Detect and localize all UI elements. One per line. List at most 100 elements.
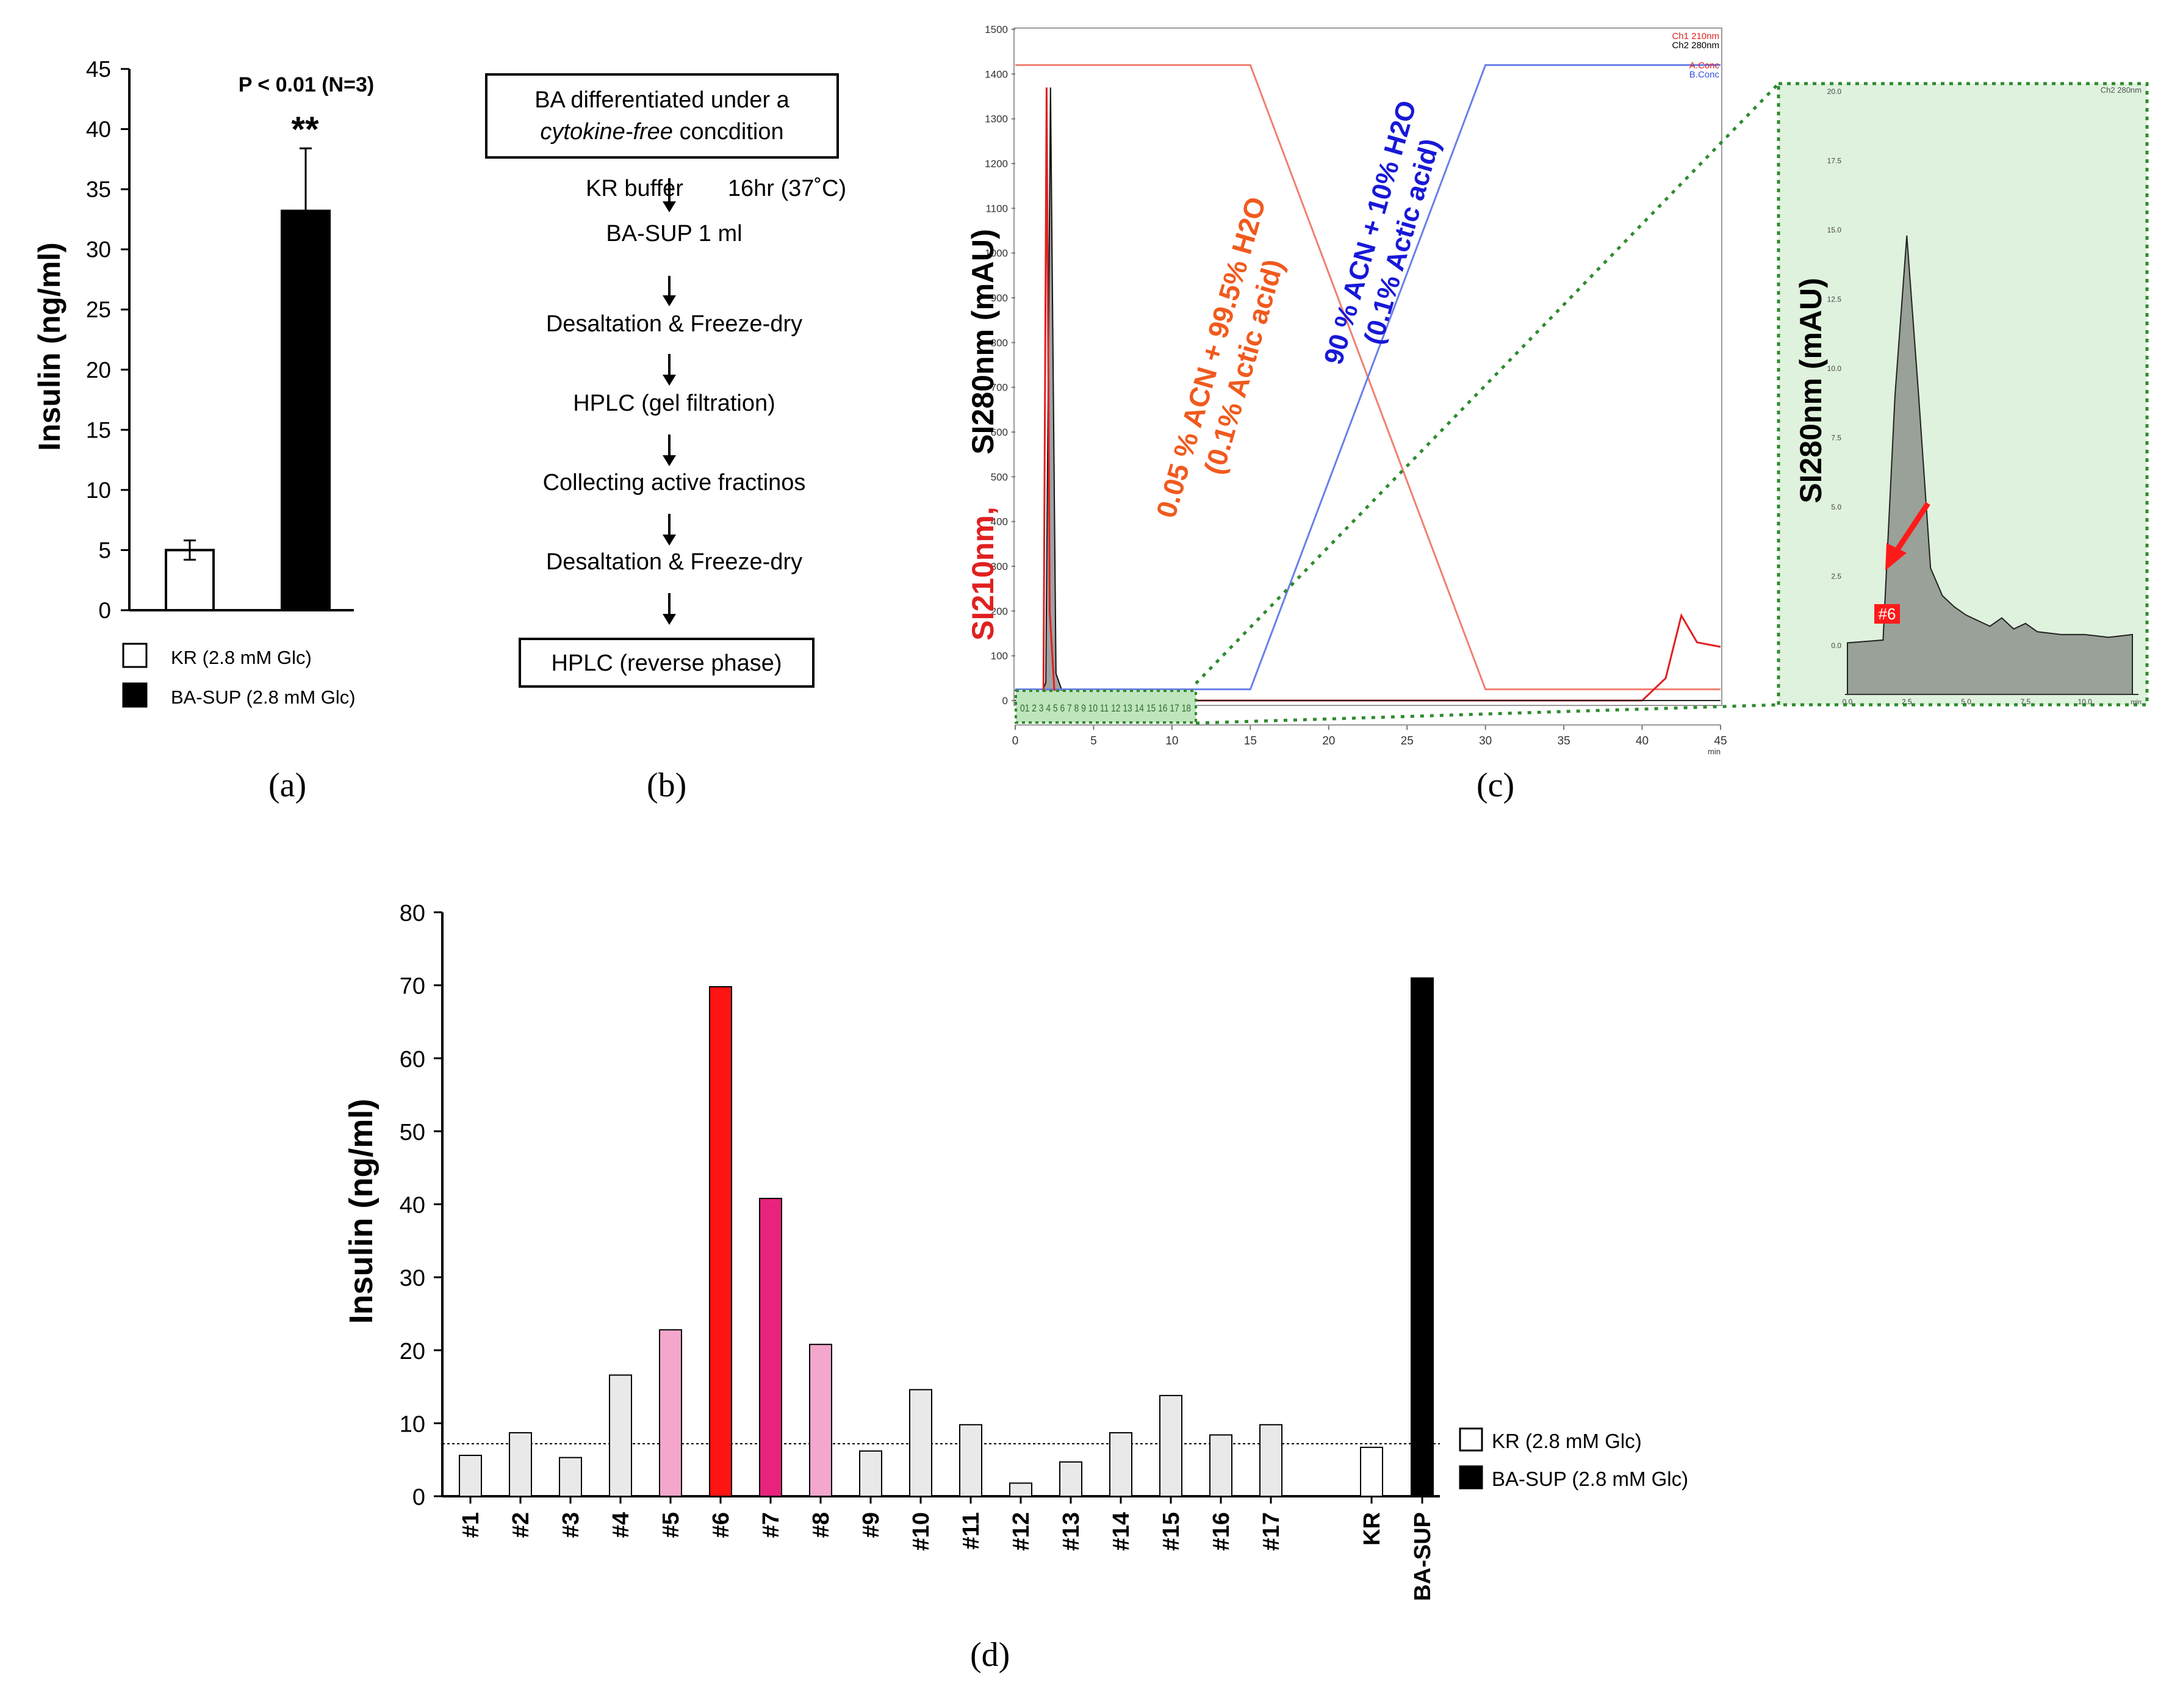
flow-step-3: Desaltation & Freeze-dry [545, 311, 803, 337]
chart-c-frame [1013, 27, 1722, 706]
zoom-background [1777, 82, 2149, 707]
chart-d-ytick-label: 80 [400, 901, 425, 926]
chart-d-xtick-label: #9 [858, 1512, 884, 1538]
panel-d: 0 10 20 30 40 50 60 70 80 #1 #2 #3 #4 #5 #6 #7 #8 #9 #10 #1… [0, 842, 2158, 1705]
flow-step-2: BA-SUP 1 ml [606, 221, 743, 247]
chart-c-xtick-label: 5 [1090, 735, 1097, 748]
chart-d-bar [959, 1424, 982, 1497]
chart-d-bar [659, 1329, 682, 1497]
chart-a-ytick-label: 15 [86, 417, 111, 442]
flow-arrow-1 [663, 178, 676, 212]
chart-c-ytick-label: 0 [1002, 695, 1008, 707]
zoom-ytick-label: 15.0 [1827, 226, 1842, 234]
zoom-ytick-label: 0.0 [1831, 641, 1841, 650]
panel-label-a: (a) [268, 766, 307, 804]
chart-d-bar [609, 1374, 632, 1497]
zoom-ytick-label: 12.5 [1827, 295, 1842, 304]
chart-a-ytick-label: 35 [86, 177, 111, 202]
chart-d-bar [1009, 1482, 1032, 1497]
chart-d-bar [1059, 1461, 1082, 1497]
chart-a-ytick-label: 25 [86, 297, 111, 322]
chart-d-xtick-label: #12 [1009, 1512, 1034, 1551]
panel-label-b: (b) [647, 766, 687, 804]
chart-d-ytick-label: 20 [400, 1339, 425, 1364]
chart-c-xtick-label: 40 [1636, 735, 1649, 748]
flow-arrow-3 [663, 354, 676, 386]
chart-d-bar [509, 1432, 532, 1497]
chart-a-bar [281, 209, 331, 611]
chart-c-ytick-label: 100 [991, 650, 1008, 662]
zoom-ytick-label: 17.5 [1827, 157, 1842, 165]
flow-title-box: BA differentiated under a cytokine-free … [485, 73, 839, 159]
flow-step-4: HPLC (gel filtration) [573, 391, 775, 416]
chart-c-ytick-label: 700 [991, 382, 1008, 394]
chart-d-bar [1360, 1446, 1383, 1497]
chart-d-xtick-label: #4 [608, 1512, 634, 1538]
zoom-connector-bottom [1195, 703, 1779, 725]
legend-d-kr-swatch [1459, 1427, 1483, 1452]
zoom-xtick-label: 2.5 [1902, 697, 1912, 706]
flow-arrow-2 [663, 276, 676, 306]
chart-c-ytick-label: 500 [991, 471, 1008, 483]
flow-title-rest: concdition [672, 119, 784, 145]
zoom-x-unit: min [2131, 699, 2142, 706]
chart-d-ytick-label: 40 [400, 1193, 425, 1219]
chart-d-bar [859, 1450, 882, 1497]
flow-arrow-5 [663, 514, 676, 546]
chart-c-xtick-label: 45 [1714, 735, 1727, 748]
flow-arrow-6 [663, 593, 676, 625]
chart-d-ytick-label: 60 [400, 1047, 425, 1072]
chart-a-ylabel: Insulin (ng/ml) [32, 242, 67, 451]
chart-a-ytick-label: 40 [86, 117, 111, 142]
chart-d-xtick-label: #10 [908, 1512, 934, 1551]
chart-d-xtick-label: #7 [758, 1512, 784, 1538]
chart-d-ytick-label: 50 [400, 1120, 425, 1145]
chart-a-annotation: P < 0.01 (N=3) [239, 73, 374, 96]
chart-d-bar [559, 1457, 582, 1497]
flow-step-7-box: HPLC (reverse phase) [519, 638, 815, 688]
flow-title-italic: cytokine-free [540, 119, 673, 145]
flow-arrow-4 [663, 434, 676, 466]
chart-c-legend-ch2: Ch2 280nm [1672, 40, 1719, 51]
chart-d-bar [909, 1389, 932, 1497]
chart-c-xtick-label: 0 [1012, 735, 1019, 748]
chart-c-ytick-label: 800 [991, 337, 1008, 348]
fraction-strip-label: 01 2 3 4 5 6 7 8 9 10 11 12 13 14 15 16 … [1020, 702, 1191, 714]
chart-d-ylabel: Insulin (ng/ml) [343, 1099, 379, 1324]
zoom-xtick-label: 7.5 [2021, 697, 2031, 706]
chart-c-xtick-label: 35 [1558, 735, 1570, 748]
fraction-strip [1015, 690, 1197, 724]
chart-d-xtick-label: #13 [1059, 1512, 1084, 1551]
chart-a-ytick-label: 45 [86, 57, 111, 82]
panel-label-c: (c) [1476, 766, 1515, 804]
chart-c-xtick-label: 20 [1322, 735, 1335, 748]
chart-c-ytick-label: 1300 [985, 114, 1008, 125]
chart-d-bar [1259, 1424, 1282, 1497]
chart-d-bar [809, 1344, 832, 1497]
chart-d-xtick-label: KR [1359, 1512, 1385, 1546]
chart-a-ytick-label: 0 [98, 598, 111, 623]
chart-c-ytick-label: 600 [991, 427, 1008, 438]
flow-step-1: KR buffer [586, 176, 683, 201]
zoom-ytick-label: 2.5 [1831, 572, 1841, 581]
chart-c-xtick-label: 10 [1165, 735, 1178, 748]
chart-d-ytick-label: 0 [412, 1485, 425, 1510]
chart-c-x-unit: min [1708, 747, 1721, 756]
panel-b: BA differentiated under a cytokine-free … [470, 61, 897, 824]
chart-c-ytick-label: 1000 [985, 248, 1008, 259]
chart-a: 0 5 10 15 20 25 30 35 40 45 P < 0.01 (N=3) ** Ins… [32, 57, 374, 708]
chart-c-ytick-label: 1400 [985, 68, 1008, 80]
chart-d-bar [1159, 1394, 1182, 1497]
chart-a-ytick-label: 20 [86, 358, 111, 383]
zoom-ytick-label: 7.5 [1831, 434, 1841, 442]
panel-label-d: (d) [970, 1636, 1010, 1674]
legend-d-kr-label: KR (2.8 mM Glc) [1492, 1430, 1642, 1452]
flow-title-line1: BA differentiated under a [534, 87, 789, 113]
zoom-xtick-label: 0.0 [1843, 697, 1853, 706]
zoom-connector-top [1195, 82, 1780, 685]
chart-c-ytick-label: 1500 [985, 24, 1008, 35]
chart-d-bar [1109, 1432, 1132, 1497]
zoom-red-arrow [1892, 502, 1930, 556]
chart-d-xtick-label: #2 [508, 1512, 534, 1538]
chart-d-xtick-label: #5 [658, 1512, 684, 1538]
